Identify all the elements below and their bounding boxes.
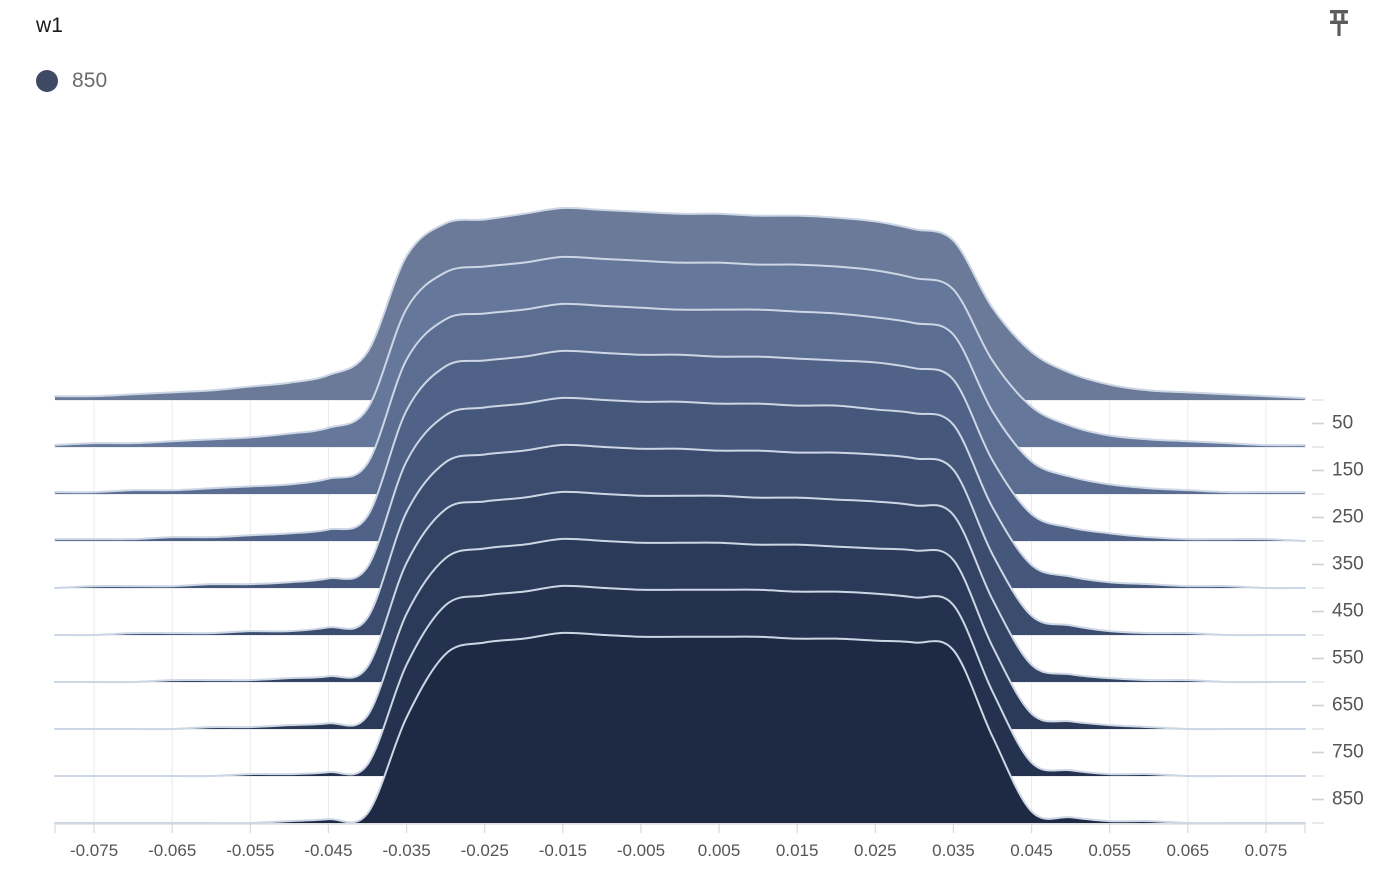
- y-axis-tick-label: 350: [1332, 554, 1364, 575]
- plot-area[interactable]: -0.075 -0.065 -0.055 -0.045 -0.035 -0.025 -0.0…: [0, 100, 1398, 892]
- x-axis-tick-label: 0.045: [1010, 841, 1053, 860]
- x-axis-tick-label: 0.015: [776, 841, 819, 860]
- y-axis-tick-label: 550: [1332, 648, 1364, 669]
- panel-header: w1: [0, 0, 1398, 58]
- ridge-outline: [54, 631, 1306, 825]
- ridge-outline: [54, 206, 1306, 400]
- ridge-area: [55, 632, 1305, 824]
- x-axis-tick-label: 0.075: [1245, 841, 1288, 860]
- ridge-series[interactable]: [54, 631, 1306, 825]
- x-axis-tick-label: -0.025: [461, 841, 509, 860]
- page-title: w1: [36, 14, 64, 37]
- pushpin-icon[interactable]: [1322, 6, 1356, 40]
- x-axis-tick-label: -0.005: [617, 841, 665, 860]
- chart-legend: 850: [36, 62, 107, 100]
- legend-item[interactable]: 850: [36, 69, 107, 93]
- y-axis-tick-label: 750: [1332, 742, 1364, 763]
- y-axis-tick-label: 850: [1332, 789, 1364, 810]
- x-axis-tick-label: 0.065: [1167, 841, 1210, 860]
- x-axis-tick-label: -0.015: [539, 841, 587, 860]
- ridge-series-group: [54, 206, 1306, 825]
- x-axis-tick-label: -0.035: [382, 841, 430, 860]
- ridge-outline: [54, 302, 1306, 494]
- x-axis-tick-label: -0.065: [148, 841, 196, 860]
- ridge-outline: [54, 396, 1306, 590]
- ridge-outline: [54, 537, 1306, 731]
- y-axis-tick-label: 250: [1332, 507, 1364, 528]
- y-axis-tick-label: 650: [1332, 695, 1364, 716]
- ridgeline-chart: -0.075 -0.065 -0.055 -0.045 -0.035 -0.025 -0.0…: [54, 206, 1364, 860]
- x-axis-tick-label: 0.005: [698, 841, 741, 860]
- ridge-outline: [54, 443, 1306, 637]
- ridge-outline: [54, 255, 1306, 447]
- y-axis-tick-label: 150: [1332, 460, 1364, 481]
- x-axis-tick-label: -0.055: [226, 841, 274, 860]
- x-axis-tick-label: 0.035: [932, 841, 975, 860]
- y-axis-tick-label: 450: [1332, 601, 1364, 622]
- ridge-outline: [54, 584, 1306, 778]
- legend-item-label: 850: [72, 69, 108, 92]
- ridge-outline: [54, 349, 1306, 542]
- y-axis: 50 150 250 350 450 550 650 750 850: [1312, 399, 1364, 824]
- x-axis-tick-label: -0.045: [304, 841, 352, 860]
- x-axis-tick-label: 0.025: [854, 841, 897, 860]
- x-axis-tick-label: 0.055: [1088, 841, 1131, 860]
- y-axis-tick-label: 50: [1332, 413, 1353, 434]
- legend-color-swatch: [36, 70, 58, 92]
- x-axis-tick-label: -0.075: [70, 841, 118, 860]
- x-axis: -0.075 -0.065 -0.055 -0.045 -0.035 -0.025 -0.0…: [54, 823, 1306, 860]
- ridge-outline: [54, 490, 1306, 684]
